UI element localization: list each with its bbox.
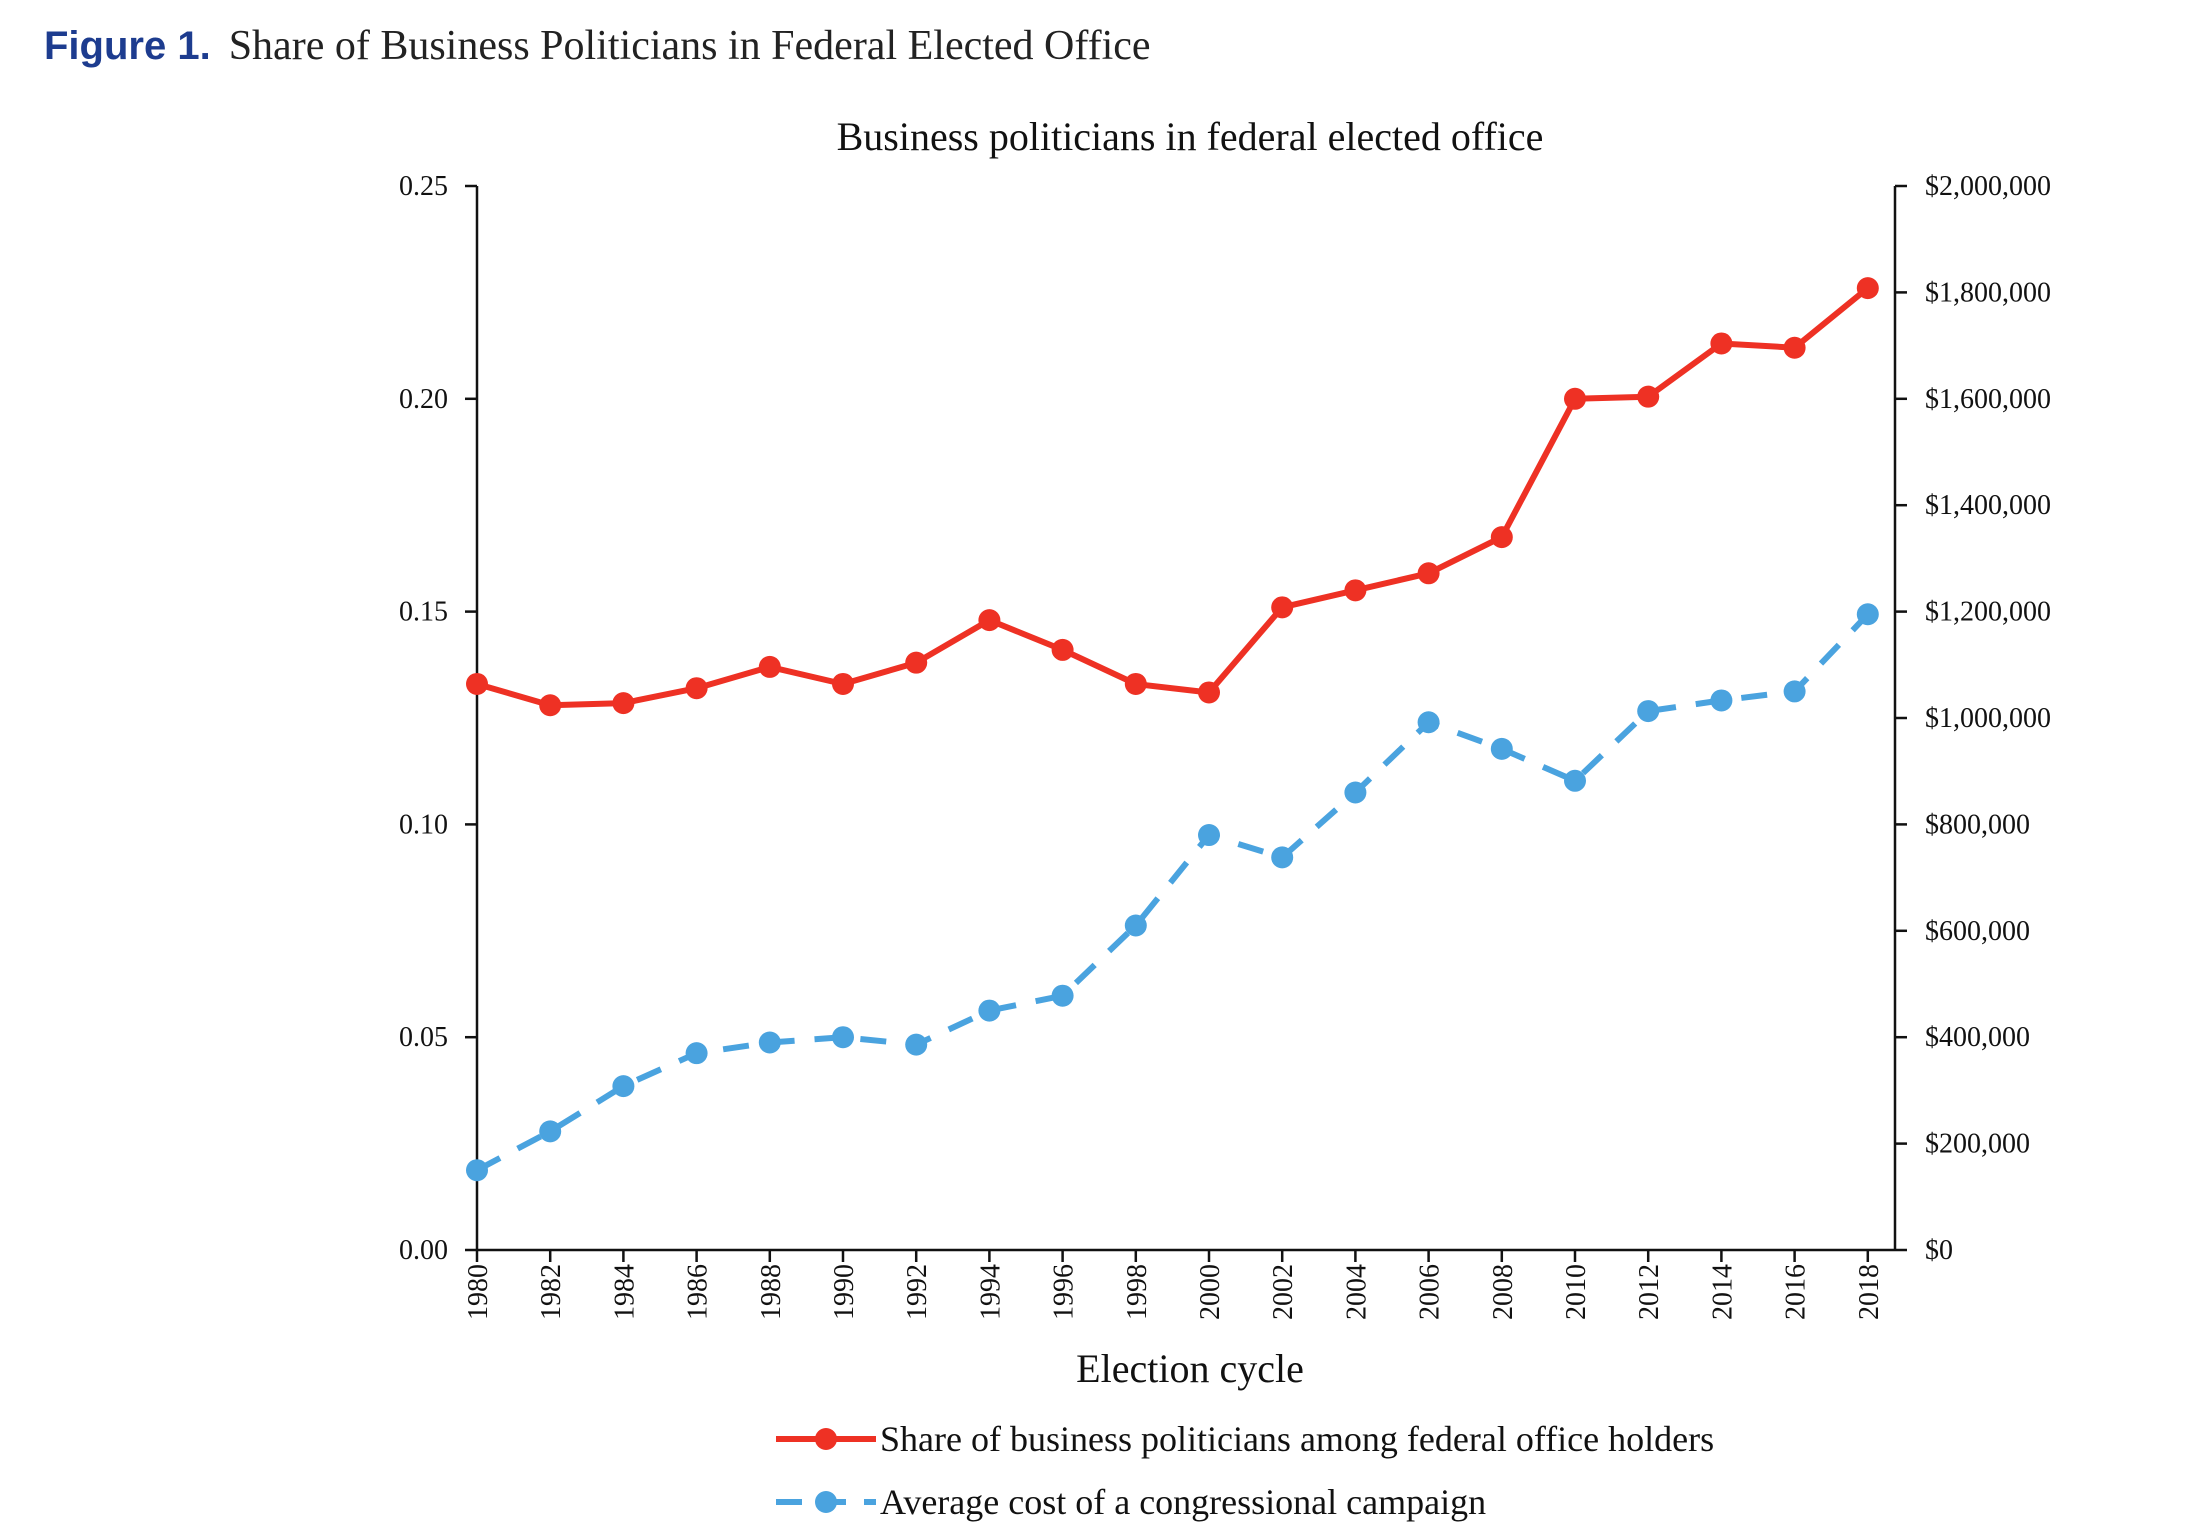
y2-tick-label: $1,000,000 xyxy=(1925,703,2051,734)
x-tick-label: 1992 xyxy=(902,1264,933,1320)
share-series-point xyxy=(978,609,1001,632)
x-tick-label: 2000 xyxy=(1195,1264,1226,1320)
cost-series-point xyxy=(1417,711,1440,734)
legend-swatch-marker xyxy=(815,1491,837,1513)
x-tick-label: 2012 xyxy=(1634,1264,1665,1320)
share-series-point xyxy=(1417,562,1440,585)
y2-tick-label: $600,000 xyxy=(1925,916,2030,947)
y2-tick-label: $0 xyxy=(1925,1235,1953,1266)
x-tick-label: 1986 xyxy=(683,1264,714,1320)
y-tick-label: 0.00 xyxy=(399,1235,448,1266)
x-tick-label: 1996 xyxy=(1049,1264,1080,1320)
cost-series-point xyxy=(1783,680,1806,703)
share-series-point xyxy=(1271,596,1294,619)
cost-series-point xyxy=(1637,700,1660,723)
cost-series-point xyxy=(539,1120,562,1143)
share-series-point xyxy=(1124,672,1147,695)
y-tick-label: 0.20 xyxy=(399,384,448,415)
y-tick-label: 0.05 xyxy=(399,1022,448,1053)
share-series-point xyxy=(758,655,781,678)
figure-heading: Figure 1. Share of Business Politicians … xyxy=(44,22,1151,82)
share-series-point xyxy=(1710,332,1733,355)
cost-series-point xyxy=(905,1033,928,1056)
legend-label: Average cost of a congressional campaign xyxy=(880,1482,1486,1522)
y-tick-label: 0.25 xyxy=(399,171,448,202)
legend-item-share: Share of business politicians among fede… xyxy=(776,1419,1714,1459)
x-tick-label: 2002 xyxy=(1268,1264,1299,1320)
cost-series-point xyxy=(758,1031,781,1054)
y2-tick-label: $1,200,000 xyxy=(1925,597,2051,628)
cost-series-point xyxy=(1710,689,1733,712)
share-series-point xyxy=(1856,277,1879,300)
legend-item-cost: Average cost of a congressional campaign xyxy=(776,1482,1486,1522)
x-tick-label: 2016 xyxy=(1781,1264,1812,1320)
share-series-point xyxy=(905,651,928,674)
axes: 0.00 0.05 0.10 0.15 0.20 0.25 $0 $200,000 $400,0… xyxy=(399,171,2051,1320)
cost-series-point xyxy=(1344,781,1367,804)
cost-series xyxy=(466,603,1879,1182)
share-series-point xyxy=(1783,336,1806,359)
cost-series-point xyxy=(1124,914,1147,937)
y2-tick-label: $200,000 xyxy=(1925,1129,2030,1160)
x-tick-label: 1988 xyxy=(756,1264,787,1320)
share-series-point xyxy=(539,694,562,717)
cost-series-point xyxy=(612,1075,635,1098)
cost-series-point xyxy=(1271,846,1294,869)
y2-tick-label: $800,000 xyxy=(1925,809,2030,840)
legend-swatch-marker xyxy=(815,1428,837,1450)
x-tick-label: 1998 xyxy=(1122,1264,1153,1320)
y2-tick-label: $1,800,000 xyxy=(1925,277,2051,308)
cost-series-point xyxy=(685,1042,708,1065)
cost-series-point xyxy=(1490,737,1513,760)
share-series-point xyxy=(685,677,708,700)
share-series-point xyxy=(612,692,635,715)
share-series-point xyxy=(1564,387,1586,410)
x-tick-label: 2008 xyxy=(1488,1264,1519,1320)
series-layer xyxy=(466,277,1879,1182)
share-series-point xyxy=(1051,638,1074,661)
cost-series-line xyxy=(475,612,1870,1173)
y2-tick-label: $1,600,000 xyxy=(1925,384,2051,415)
x-tick-label: 1982 xyxy=(536,1264,567,1320)
share-series-point xyxy=(1490,526,1513,549)
y2-tick-label: $1,400,000 xyxy=(1925,490,2051,521)
share-series xyxy=(466,277,1879,717)
x-tick-label: 2018 xyxy=(1854,1264,1885,1320)
x-axis-title: Election cycle xyxy=(1076,1346,1304,1391)
cost-series-point xyxy=(1198,824,1220,847)
legend-label: Share of business politicians among fede… xyxy=(880,1419,1714,1459)
y-tick-label: 0.10 xyxy=(399,809,448,840)
x-tick-label: 1984 xyxy=(609,1264,640,1320)
x-tick-label: 1990 xyxy=(829,1264,860,1320)
x-tick-label: 2014 xyxy=(1707,1264,1738,1320)
y2-tick-label: $2,000,000 xyxy=(1925,171,2051,202)
cost-series-point xyxy=(978,999,1001,1022)
share-series-point xyxy=(1198,681,1220,704)
y-tick-label: 0.15 xyxy=(399,597,448,628)
figure-caption: Share of Business Politicians in Federal… xyxy=(228,23,1151,69)
x-tick-label: 2004 xyxy=(1341,1264,1372,1320)
x-tick-label: 1980 xyxy=(463,1264,494,1320)
share-series-line xyxy=(474,285,1871,709)
legend: Share of business politicians among fede… xyxy=(776,1419,1714,1522)
chart-title: Business politicians in federal elected … xyxy=(837,114,1544,159)
figure-label: Figure 1. xyxy=(44,24,211,68)
cost-series-point xyxy=(1564,769,1586,792)
share-series-point xyxy=(832,672,854,695)
x-tick-label: 1994 xyxy=(975,1264,1006,1320)
cost-series-point xyxy=(1856,603,1879,626)
share-series-point xyxy=(466,672,488,695)
cost-series-point xyxy=(466,1159,488,1182)
share-series-point xyxy=(1637,385,1660,408)
x-tick-label: 2006 xyxy=(1415,1264,1446,1320)
cost-series-point xyxy=(1051,984,1074,1007)
share-series-point xyxy=(1344,579,1367,602)
cost-series-point xyxy=(832,1026,854,1049)
x-tick-label: 2010 xyxy=(1561,1264,1592,1320)
y2-tick-label: $400,000 xyxy=(1925,1022,2030,1053)
